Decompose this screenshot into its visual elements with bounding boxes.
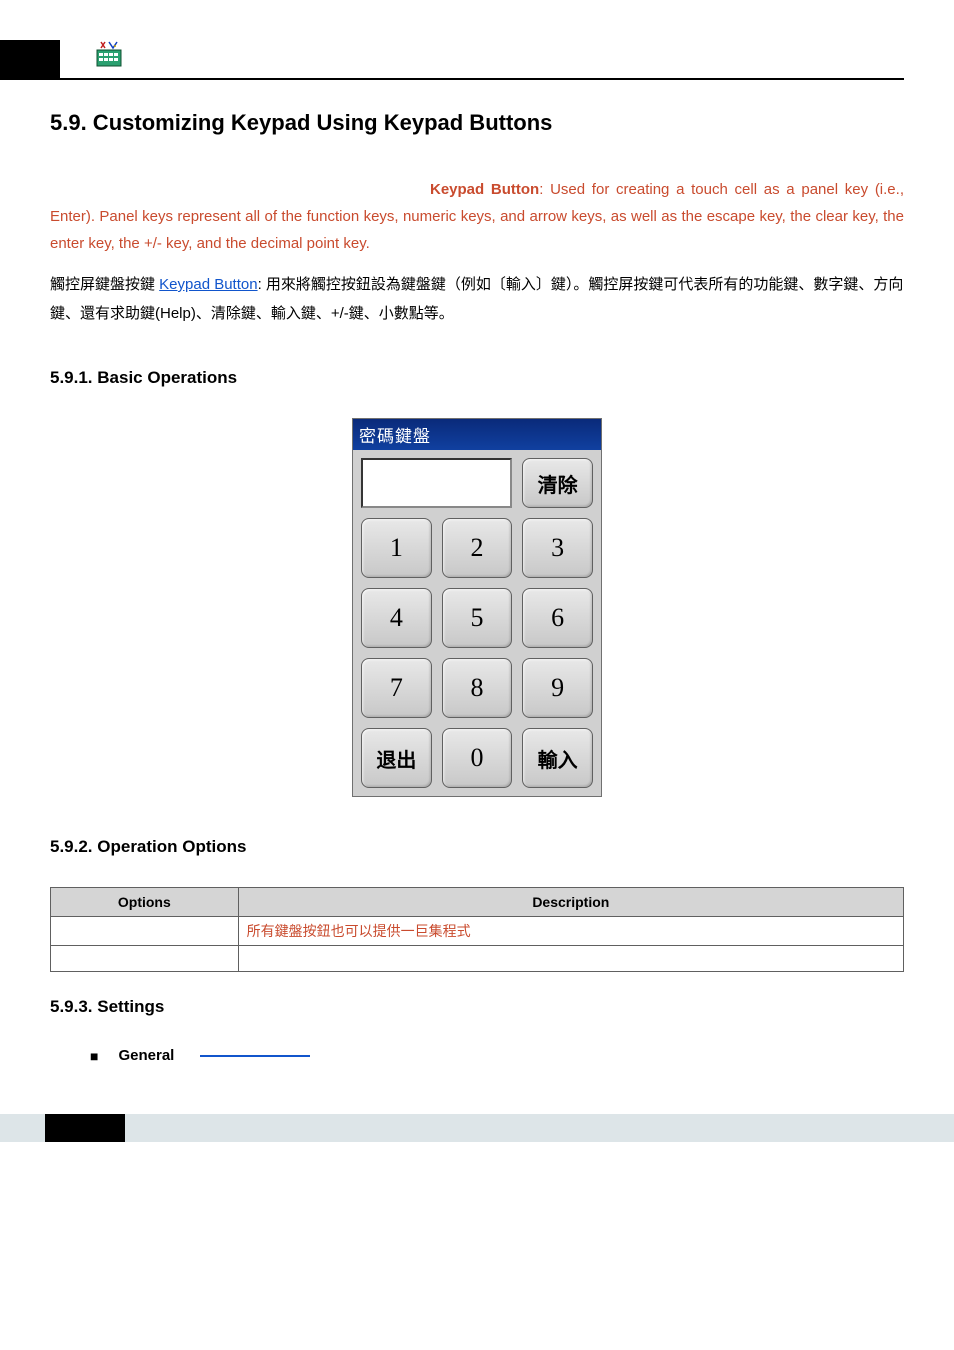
keypad-figure: 密碼鍵盤 清除 1 2 3 4 5 6 7 8 9 退出 0 輸入	[50, 418, 904, 797]
table-row	[51, 946, 904, 972]
general-link-underline[interactable]	[200, 1055, 310, 1057]
section-title: 5.9. Customizing Keypad Using Keypad But…	[50, 110, 904, 136]
key-8[interactable]: 8	[442, 658, 513, 718]
options-cell-2	[51, 946, 239, 972]
header-accent-box	[0, 40, 60, 80]
key-3[interactable]: 3	[522, 518, 593, 578]
key-0[interactable]: 0	[442, 728, 513, 788]
table-row: 所有鍵盤按鈕也可以提供一巨集程式	[51, 917, 904, 946]
english-description: Keypad Button: Used for creating a touch…	[50, 176, 904, 257]
key-1[interactable]: 1	[361, 518, 432, 578]
options-cell-1	[51, 917, 239, 946]
page-content: 5.9. Customizing Keypad Using Keypad But…	[0, 80, 954, 1084]
options-table: Options Description 所有鍵盤按鈕也可以提供一巨集程式	[50, 887, 904, 972]
subsection-basic-operations: 5.9.1. Basic Operations	[50, 368, 904, 388]
keypad-icon	[95, 40, 123, 73]
keypad-panel: 密碼鍵盤 清除 1 2 3 4 5 6 7 8 9 退出 0 輸入	[352, 418, 602, 797]
description-cell-2	[238, 946, 903, 972]
clear-button[interactable]: 清除	[522, 458, 593, 508]
description-cell-1: 所有鍵盤按鈕也可以提供一巨集程式	[238, 917, 903, 946]
chinese-description: 觸控屏鍵盤按鍵 Keypad Button: 用來將觸控按鈕設為鍵盤鍵（例如〔輸…	[50, 271, 904, 328]
col-options: Options	[51, 888, 239, 917]
exit-button[interactable]: 退出	[361, 728, 432, 788]
footer-accent-box	[45, 1114, 125, 1142]
subsection-operation-options: 5.9.2. Operation Options	[50, 837, 904, 857]
key-5[interactable]: 5	[442, 588, 513, 648]
page-header	[60, 0, 904, 80]
page-footer	[0, 1114, 954, 1142]
col-description: Description	[238, 888, 903, 917]
key-9[interactable]: 9	[522, 658, 593, 718]
bullet-icon: ■	[90, 1048, 98, 1064]
key-2[interactable]: 2	[442, 518, 513, 578]
cn-prefix: 觸控屏鍵盤按鍵	[50, 276, 159, 293]
keypad-body: 清除 1 2 3 4 5 6 7 8 9 退出 0 輸入	[353, 450, 601, 796]
keypad-window-title: 密碼鍵盤	[353, 419, 601, 450]
general-item: ■ General	[90, 1047, 904, 1064]
keypad-display[interactable]	[361, 458, 512, 508]
table-header-row: Options Description	[51, 888, 904, 917]
key-4[interactable]: 4	[361, 588, 432, 648]
enter-button[interactable]: 輸入	[522, 728, 593, 788]
keypad-button-link[interactable]: Keypad Button	[159, 276, 257, 293]
key-7[interactable]: 7	[361, 658, 432, 718]
general-label: General	[118, 1047, 174, 1064]
keypad-button-label: Keypad Button	[430, 181, 539, 198]
key-6[interactable]: 6	[522, 588, 593, 648]
subsection-settings: 5.9.3. Settings	[50, 997, 904, 1017]
